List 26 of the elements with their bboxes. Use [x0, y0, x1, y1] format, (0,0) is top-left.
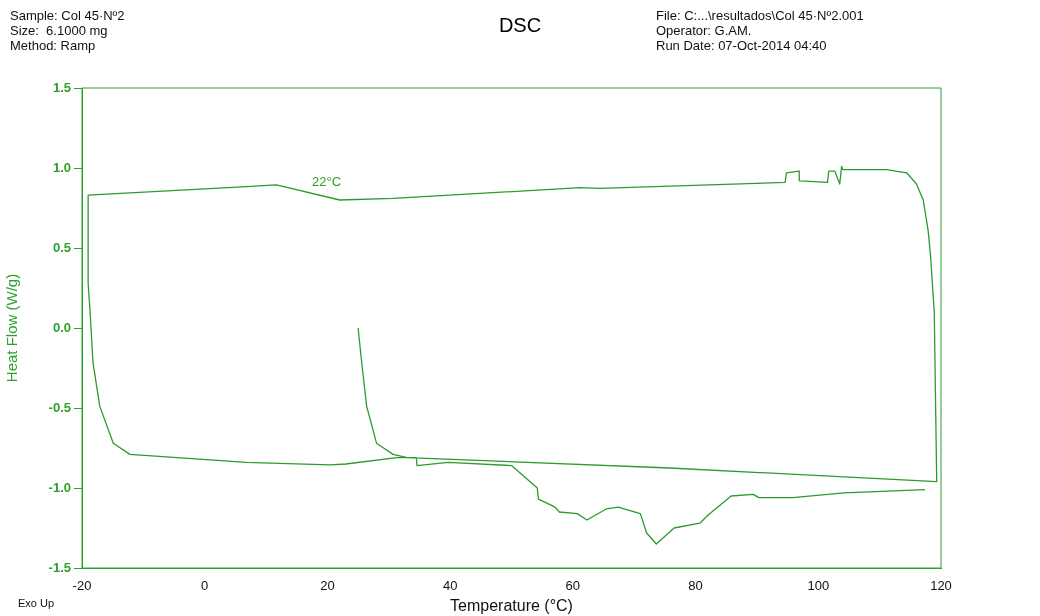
- annotation: 22°C: [312, 174, 342, 189]
- x-tick-label: 120: [930, 578, 952, 594]
- text: Operator: G.AM.: [656, 23, 753, 38]
- x-tick-label: 20: [320, 578, 335, 594]
- y-tick-label: 0.5: [52, 239, 71, 255]
- x-tick-label: 40: [442, 578, 458, 594]
- chart-title: DSC: [498, 14, 542, 36]
- x-tick-label: 80: [688, 578, 703, 594]
- text: Sample: Col 45·Nº2: [10, 8, 125, 23]
- text: Size: 6.1000 mg: [10, 23, 109, 38]
- text: Run Date: 07-Oct-2014 04:40: [656, 38, 828, 53]
- text: File: C:...\resultados\Col 45·Nº2.001: [656, 8, 864, 23]
- x-tick-label: -20: [72, 578, 92, 594]
- y-tick-label: -0.5: [48, 399, 71, 415]
- y-axis-title: Heat Flow (W/g): [3, 273, 21, 383]
- x-axis-title: Temperature (°C): [450, 596, 573, 614]
- y-tick-label: -1.0: [48, 479, 71, 495]
- x-tick-label: 100: [807, 578, 830, 594]
- y-tick-label: -1.5: [48, 559, 71, 575]
- x-tick-label: 0: [201, 578, 209, 594]
- y-tick-label: 1.0: [52, 159, 71, 175]
- text: Method: Ramp: [10, 38, 97, 53]
- y-tick-label: 1.5: [52, 79, 71, 95]
- text: Exo Up: [18, 596, 55, 611]
- y-tick-label: 0.0: [52, 319, 71, 335]
- x-tick-label: 60: [565, 578, 581, 594]
